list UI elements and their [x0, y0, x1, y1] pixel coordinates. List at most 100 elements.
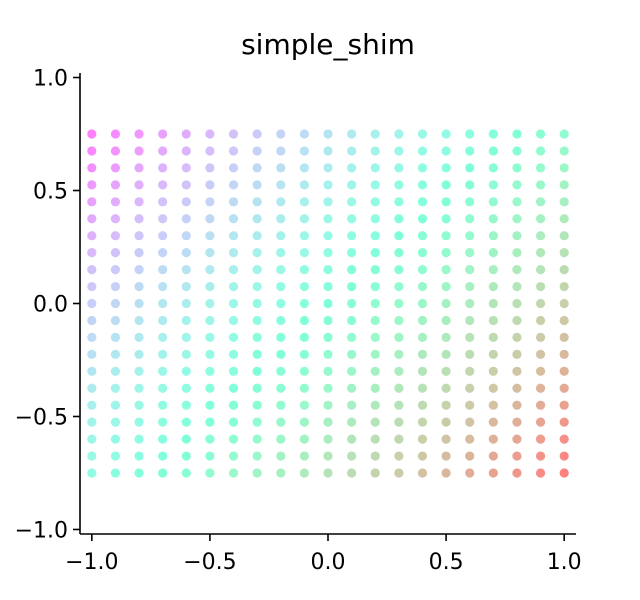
scatter-point [158, 248, 168, 258]
scatter-point [323, 349, 333, 359]
scatter-point [394, 163, 404, 173]
scatter-point [488, 231, 498, 241]
scatter-point [181, 146, 191, 156]
scatter-point [134, 417, 144, 427]
scatter-point [465, 180, 475, 190]
scatter-point [205, 417, 215, 427]
scatter-point [252, 366, 262, 376]
scatter-point [488, 383, 498, 393]
scatter-point [87, 248, 97, 258]
scatter-point [535, 468, 546, 478]
scatter-point [535, 281, 546, 292]
scatter-point [323, 146, 333, 156]
scatter-point [205, 214, 215, 224]
scatter-point [441, 163, 451, 173]
scatter-point [512, 417, 522, 427]
scatter-point [252, 332, 262, 342]
scatter-point [465, 146, 475, 156]
scatter-point [441, 281, 451, 292]
scatter-point [134, 129, 144, 139]
scatter-point [181, 180, 191, 190]
scatter-point [370, 281, 380, 292]
scatter-point [158, 315, 168, 326]
scatter-point [441, 434, 451, 444]
scatter-point [441, 349, 451, 359]
scatter-point [252, 468, 262, 478]
x-tick-label: −0.5 [183, 550, 236, 575]
scatter-point [512, 281, 522, 292]
scatter-point [158, 400, 168, 410]
scatter-point [370, 451, 380, 461]
points-layer [87, 129, 569, 478]
scatter-point [417, 180, 428, 190]
scatter-point [417, 400, 428, 410]
scatter-point [87, 468, 97, 478]
scatter-point [276, 180, 286, 190]
scatter-point [228, 434, 239, 444]
scatter-point [158, 214, 168, 224]
scatter-point [347, 281, 357, 292]
scatter-point [488, 180, 498, 190]
scatter-point [110, 298, 121, 309]
scatter-point [417, 417, 428, 427]
scatter-point [512, 451, 522, 461]
scatter-point [488, 248, 498, 258]
scatter-point [87, 197, 97, 207]
scatter-point [347, 332, 357, 342]
scatter-point [394, 451, 404, 461]
scatter-point [228, 163, 239, 173]
scatter-point [465, 214, 475, 224]
scatter-point [276, 451, 286, 461]
scatter-point [394, 332, 404, 342]
scatter-point [110, 163, 121, 173]
scatter-point [441, 265, 451, 275]
scatter-point [205, 468, 215, 478]
scatter-point [134, 349, 144, 359]
scatter-point [87, 163, 97, 173]
scatter-point [394, 315, 404, 326]
scatter-point [252, 451, 262, 461]
scatter-point [465, 383, 475, 393]
scatter-point [559, 248, 569, 258]
scatter-point [465, 265, 475, 275]
scatter-point [512, 146, 522, 156]
scatter-point [228, 180, 239, 190]
scatter-point [299, 197, 309, 207]
scatter-point [535, 366, 546, 376]
scatter-point [441, 146, 451, 156]
scatter-point [417, 248, 428, 258]
scatter-point [276, 315, 286, 326]
scatter-point [134, 451, 144, 461]
scatter-point [87, 180, 97, 190]
scatter-point [370, 332, 380, 342]
scatter-point [299, 400, 309, 410]
scatter-point [110, 332, 121, 342]
scatter-point [276, 468, 286, 478]
scatter-point [158, 129, 168, 139]
scatter-point [323, 400, 333, 410]
scatter-point [559, 281, 569, 292]
scatter-point [110, 315, 121, 326]
scatter-point [134, 298, 144, 309]
scatter-point [488, 349, 498, 359]
scatter-point [87, 214, 97, 224]
scatter-point [299, 281, 309, 292]
x-tick-label: 0.0 [311, 550, 346, 575]
scatter-point [465, 315, 475, 326]
scatter-point [110, 383, 121, 393]
scatter-point [252, 180, 262, 190]
scatter-point [205, 298, 215, 309]
scatter-point [370, 434, 380, 444]
scatter-point [87, 383, 97, 393]
scatter-point [370, 231, 380, 241]
scatter-point [134, 468, 144, 478]
scatter-point [252, 434, 262, 444]
scatter-point [347, 417, 357, 427]
scatter-point [370, 129, 380, 139]
scatter-point [347, 434, 357, 444]
scatter-point [158, 434, 168, 444]
scatter-point [323, 434, 333, 444]
scatter-point [252, 265, 262, 275]
scatter-point [512, 434, 522, 444]
scatter-point [370, 265, 380, 275]
